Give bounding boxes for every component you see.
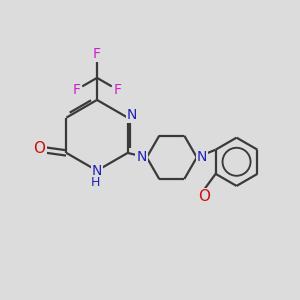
Text: O: O [33,141,45,156]
Text: N: N [136,150,147,164]
Text: H: H [91,176,100,190]
Text: F: F [93,47,101,61]
Text: F: F [113,82,122,97]
Text: N: N [127,108,137,122]
Text: O: O [198,189,210,204]
Text: N: N [92,164,102,178]
Text: N: N [197,150,207,164]
Text: F: F [73,82,81,97]
